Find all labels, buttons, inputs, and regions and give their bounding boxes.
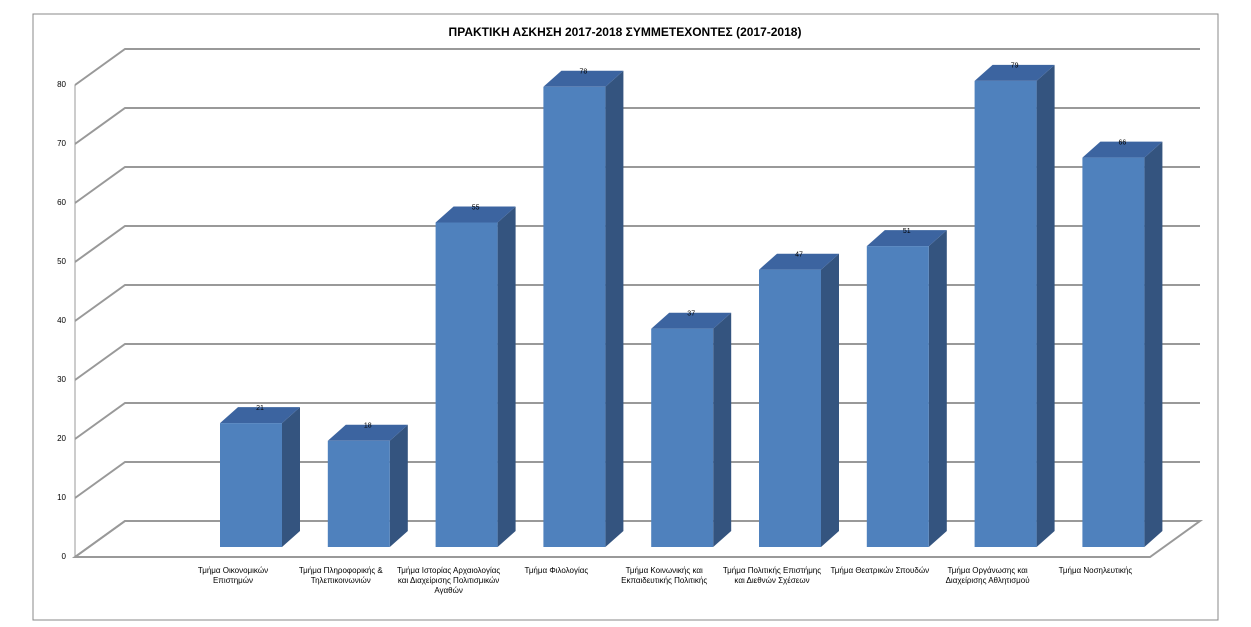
- bar-top: [759, 253, 839, 270]
- x-tick-label: Τμήμα Οργάνωσης και Διαχείρισης Αθλητισμ…: [945, 566, 1030, 585]
- bar-side: [928, 230, 947, 547]
- y-tick-label: 0: [62, 552, 67, 561]
- bar: [220, 423, 282, 547]
- bar-top: [1082, 141, 1163, 158]
- value-label: 79: [1011, 63, 1019, 70]
- y-tick-label: 40: [57, 316, 66, 325]
- bar: [543, 86, 606, 548]
- grid-line: [74, 343, 1200, 381]
- value-label: 47: [795, 252, 803, 259]
- grid-line: [74, 520, 1200, 558]
- value-label: 66: [1119, 139, 1127, 146]
- value-label: 21: [256, 405, 264, 412]
- grid-line: [74, 461, 1200, 499]
- bar: [651, 328, 714, 547]
- bar-top: [651, 312, 732, 329]
- bar: [974, 80, 1037, 548]
- bar-top: [220, 407, 300, 424]
- value-label: 78: [580, 69, 588, 76]
- value-label: 18: [364, 423, 372, 430]
- y-tick-label: 70: [57, 139, 66, 148]
- y-tick-label: 10: [57, 493, 66, 502]
- bar-side: [497, 206, 516, 547]
- bar-top: [435, 206, 516, 223]
- bar-side: [605, 70, 624, 548]
- grid-line: [74, 48, 1200, 86]
- bar-top: [866, 230, 947, 247]
- x-tick-label: Τμήμα Νοσηλευτικής: [1058, 566, 1133, 575]
- value-label: 37: [687, 311, 695, 318]
- bar-top: [543, 70, 624, 87]
- grid-line: [74, 107, 1200, 145]
- bar: [759, 269, 821, 547]
- x-tick-label: Τμήμα Κοινωνικής και Εκπαιδευτικής Πολιτ…: [621, 566, 708, 585]
- x-tick-label: Τμήμα Οικονομικών Επιστημών: [197, 566, 269, 585]
- bar-side: [821, 253, 839, 547]
- y-tick-label: 60: [57, 198, 66, 207]
- bar-side: [282, 407, 300, 547]
- y-tick-label: 30: [57, 375, 66, 384]
- bar-side: [1144, 141, 1163, 547]
- y-tick-label: 20: [57, 434, 66, 443]
- value-label: 55: [472, 204, 480, 211]
- grid-line: [74, 225, 1200, 263]
- x-tick-label: Τμήμα Θεατρικών Σπουδών: [830, 566, 930, 575]
- x-tick-label: Τμήμα Πληροφορικής & Τηλεπικοινωνιών: [298, 566, 383, 585]
- chart-title: ΠΡΑΚΤΙΚΗ ΑΣΚΗΣΗ 2017-2018 ΣΥΜΜΕΤΕΧΟΝΤΕΣ …: [449, 25, 802, 39]
- bar: [435, 222, 498, 547]
- x-tick-label: Τμήμα Φιλολογίας: [524, 566, 589, 575]
- bar: [866, 246, 929, 547]
- y-tick-label: 80: [57, 80, 66, 89]
- value-label: 51: [903, 228, 911, 235]
- bar-side: [389, 424, 408, 547]
- bar-side: [713, 312, 732, 547]
- x-tick-label: Τμήμα Πολιτικής Επιστήμης και Διεθνών Σχ…: [722, 566, 822, 585]
- y-tick-label: 50: [57, 257, 66, 266]
- bar-side: [1036, 64, 1055, 548]
- grid-line: [74, 284, 1200, 322]
- grid-line: [74, 166, 1200, 204]
- bar: [1082, 157, 1145, 547]
- x-tick-label: Τμήμα Ιστορίας Αρχαιολογίας και Διαχείρι…: [396, 566, 501, 595]
- grid-line: [74, 402, 1200, 440]
- bar-top: [974, 64, 1055, 81]
- bar-top: [327, 424, 408, 441]
- bar: [327, 440, 390, 547]
